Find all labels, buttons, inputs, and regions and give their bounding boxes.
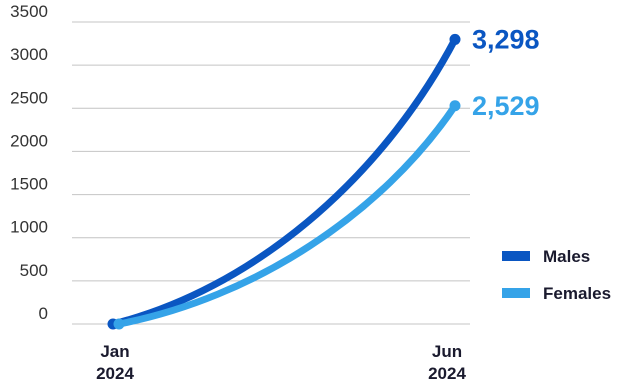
y-tick-label: 500 xyxy=(20,261,48,280)
legend-label: Females xyxy=(543,284,611,303)
x-tick-label: 2024 xyxy=(428,364,466,383)
y-tick-label: 3500 xyxy=(10,2,48,21)
series-end-label: 2,529 xyxy=(472,91,540,121)
series-end-label: 3,298 xyxy=(472,24,540,54)
x-axis-ticks: Jan 2024 Jun 2024 xyxy=(96,342,466,383)
y-tick-label: 1000 xyxy=(10,218,48,237)
legend-swatch xyxy=(502,288,530,298)
y-tick-label: 2500 xyxy=(10,88,48,107)
y-tick-label: 3000 xyxy=(10,45,48,64)
series-lines: 3,298 2,529 xyxy=(107,24,540,330)
y-tick-label: 0 xyxy=(39,304,48,323)
series-line-males xyxy=(109,35,459,328)
y-tick-label: 1500 xyxy=(10,175,48,194)
series-end-point xyxy=(449,33,461,45)
legend-label: Males xyxy=(543,247,590,266)
legend: Males Females xyxy=(502,247,611,303)
x-tick-label: Jan xyxy=(100,342,129,361)
series-end-point xyxy=(449,100,461,112)
x-tick-label: Jun xyxy=(432,342,462,361)
y-axis-ticks: 0 500 1000 1500 2000 2500 3000 3500 xyxy=(10,2,48,323)
legend-swatch xyxy=(502,251,530,261)
y-tick-label: 2000 xyxy=(10,131,48,150)
series-start-point xyxy=(113,318,125,330)
x-tick-label: 2024 xyxy=(96,364,134,383)
series-line-females xyxy=(115,102,459,328)
gridlines xyxy=(72,21,470,325)
